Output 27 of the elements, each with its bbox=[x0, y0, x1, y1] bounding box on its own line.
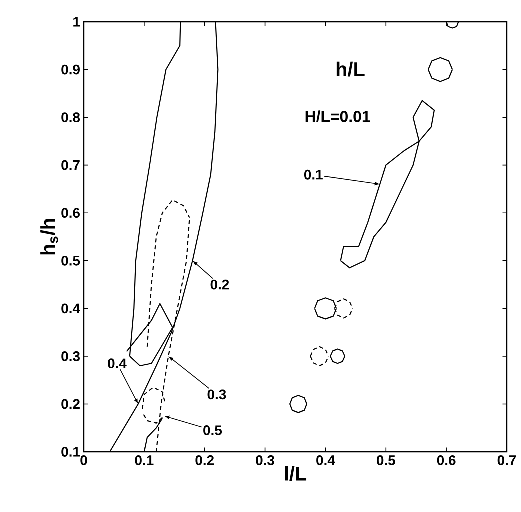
y-tick-label: 0.5 bbox=[62, 256, 80, 266]
annotation: 0.1 bbox=[304, 170, 323, 180]
x-tick-label: 0 bbox=[80, 456, 88, 466]
x-tick-label: 0.5 bbox=[376, 456, 396, 466]
y-tick-label: 0.1 bbox=[62, 447, 80, 457]
annotation: 0.3 bbox=[208, 390, 226, 400]
x-axis-title: l/L bbox=[285, 466, 307, 482]
x-tick-label: 0.3 bbox=[256, 456, 274, 466]
annotation: h/L bbox=[336, 62, 365, 77]
annotation: H/L=0.01 bbox=[306, 110, 370, 123]
y-tick-label: 0.7 bbox=[62, 160, 80, 170]
annotation: 0.4 bbox=[108, 358, 127, 369]
y-tick-label: 0.8 bbox=[62, 112, 80, 122]
y-tick-label: 0.4 bbox=[62, 304, 80, 314]
annotation: 0.2 bbox=[210, 280, 230, 290]
x-tick-label: 0.7 bbox=[498, 456, 516, 466]
y-tick-label: 0.6 bbox=[62, 208, 80, 218]
x-tick-label: 0.6 bbox=[437, 456, 456, 466]
x-tick-label: 0.1 bbox=[135, 456, 154, 466]
y-tick-label: 0.3 bbox=[62, 351, 80, 362]
y-tick-label: 0.9 bbox=[62, 64, 80, 75]
annotation: 0.5 bbox=[204, 426, 222, 436]
y-tick-label: 1 bbox=[74, 17, 80, 27]
x-tick-label: 0.4 bbox=[316, 456, 336, 466]
y-axis-title: h$_{s}$/h bbox=[40, 219, 58, 255]
x-tick-label: 0.2 bbox=[196, 456, 214, 466]
y-tick-label: 0.2 bbox=[62, 399, 80, 410]
